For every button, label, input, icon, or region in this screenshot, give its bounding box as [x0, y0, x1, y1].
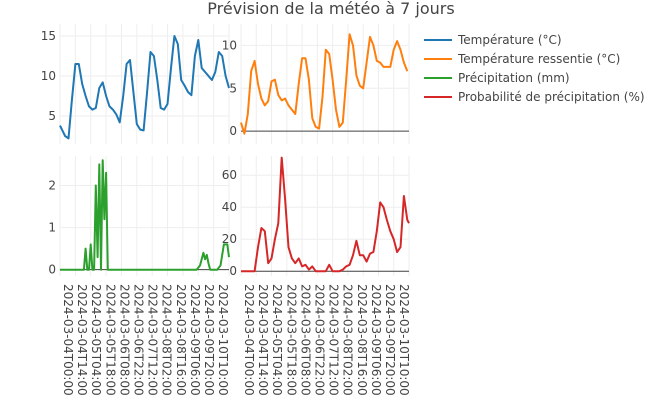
panel-precipitation-probability: 0 20 40 60: [222, 156, 410, 278]
legend-item[interactable]: Température (°C): [424, 33, 562, 47]
series-line-precipitation: [60, 159, 230, 271]
x-tick-label: 2024-03-04T00:00: [242, 284, 256, 396]
y-tick-label: 1: [48, 221, 56, 235]
legend-item[interactable]: Température ressentie (°C): [424, 52, 620, 66]
x-tick-label: 2024-03-05T18:00: [284, 284, 298, 396]
y-tick-label: 15: [41, 29, 56, 43]
y-tick-label: 40: [222, 200, 237, 214]
x-tick-label: 2024-03-06T08:00: [117, 284, 131, 396]
x-tick-label: 2024-03-08T02:00: [160, 284, 174, 396]
x-tick-label: 2024-03-10T10:00: [216, 284, 230, 396]
x-tick-label: 2024-03-06T22:00: [132, 284, 146, 396]
x-tick-label: 2024-03-09T06:00: [369, 284, 383, 396]
x-tick-label: 2024-03-04T00:00: [61, 284, 75, 396]
x-tick-label: 2024-03-08T16:00: [174, 284, 188, 396]
series-line-apparent-temperature: [240, 33, 409, 135]
x-tick-label: 2024-03-08T16:00: [355, 284, 369, 396]
x-tick-label: 2024-03-05T04:00: [270, 284, 284, 396]
x-tick-label: 2024-03-05T18:00: [103, 284, 117, 396]
y-tick-label: 0: [229, 264, 237, 278]
legend[interactable]: Température (°C) Température ressentie (°…: [424, 33, 645, 104]
x-tick-label: 2024-03-10T10:00: [397, 284, 411, 396]
legend-label: Température ressentie (°C): [457, 52, 620, 66]
y-tick-label: 60: [222, 168, 237, 182]
x-tick-label: 2024-03-08T02:00: [341, 284, 355, 396]
x-tick-label: 2024-03-07T12:00: [146, 284, 160, 396]
x-tick-label: 2024-03-09T20:00: [383, 284, 397, 396]
panel-precipitation: 0 1 2: [48, 156, 230, 277]
y-tick-label: 20: [222, 232, 237, 246]
x-tick-label: 2024-03-06T08:00: [298, 284, 312, 396]
series-line-precipitation-probability: [241, 156, 410, 273]
legend-label: Température (°C): [457, 33, 562, 47]
x-tick-label: 2024-03-06T22:00: [313, 284, 327, 396]
series-line-temperature: [59, 35, 230, 140]
y-tick-label: 5: [48, 109, 56, 123]
y-tick-label: 5: [229, 81, 237, 95]
x-tick-label: 2024-03-04T14:00: [256, 284, 270, 396]
y-tick-label: 10: [41, 69, 56, 83]
x-tick-label: 2024-03-05T04:00: [89, 284, 103, 396]
panel-temperature: 5 10 15: [41, 24, 230, 144]
y-tick-label: 2: [48, 178, 56, 192]
x-tick-label: 2024-03-09T20:00: [202, 284, 216, 396]
y-tick-label: 0: [48, 263, 56, 277]
x-tick-label: 2024-03-07T12:00: [327, 284, 341, 396]
legend-label: Précipitation (mm): [458, 71, 570, 85]
y-tick-label: 0: [229, 124, 237, 138]
x-tick-label: 2024-03-04T14:00: [75, 284, 89, 396]
panel-apparent-temperature: 0 5 10: [222, 24, 410, 144]
x-axis-tick-labels: 2024-03-04T00:00 2024-03-04T14:00 2024-03-…: [61, 284, 411, 396]
legend-item[interactable]: Précipitation (mm): [424, 71, 570, 85]
x-tick-label: 2024-03-09T06:00: [188, 284, 202, 396]
legend-item[interactable]: Probabilité de précipitation (%): [424, 90, 645, 104]
chart-title: Prévision de la météo à 7 jours: [207, 0, 454, 18]
y-tick-label: 10: [222, 38, 237, 52]
legend-label: Probabilité de précipitation (%): [458, 90, 645, 104]
